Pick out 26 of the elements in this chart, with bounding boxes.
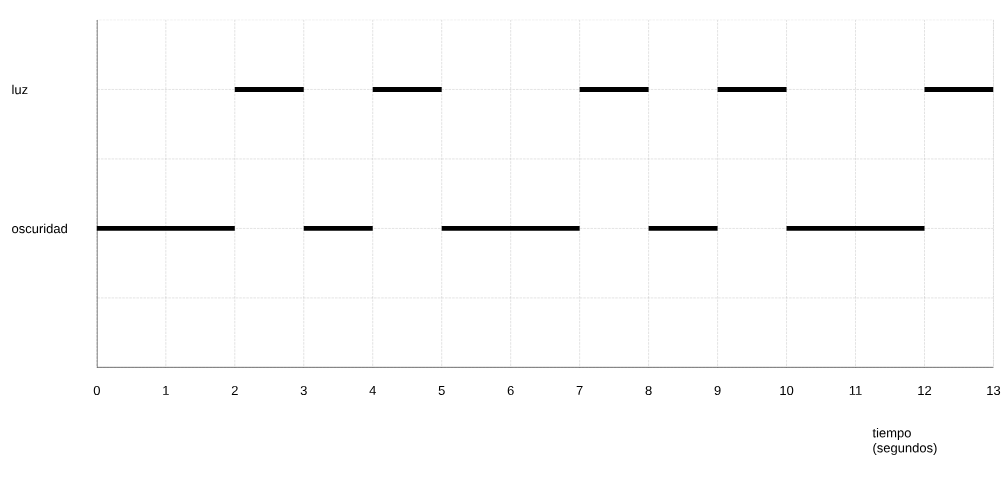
y-tick-label: oscuridad <box>12 223 67 234</box>
x-tick-label: 10 <box>780 385 794 396</box>
x-tick-label: 6 <box>507 385 514 396</box>
x-axis-title: tiempo (segundos) <box>872 427 937 455</box>
x-tick-label: 1 <box>163 385 169 395</box>
bar <box>372 86 442 92</box>
bar <box>786 225 925 231</box>
x-tick-label: 13 <box>987 385 1001 396</box>
bar <box>648 225 718 231</box>
x-tick-label: 3 <box>300 385 307 396</box>
bar <box>303 225 373 231</box>
y-tick-label: luz <box>12 84 28 95</box>
x-tick-label: 7 <box>576 385 583 395</box>
x-tick-label: 5 <box>438 385 445 395</box>
x-tick-label: 12 <box>918 385 932 395</box>
bar <box>579 86 649 92</box>
x-tick-label: 2 <box>231 385 238 395</box>
x-tick-label: 4 <box>369 385 376 395</box>
x-tick-label: 9 <box>714 385 721 396</box>
x-tick-label: 8 <box>645 385 652 396</box>
bar <box>717 86 787 92</box>
bar <box>924 86 994 92</box>
x-tick-label: 11 <box>849 385 862 395</box>
x-tick-label: 0 <box>93 385 100 396</box>
bar <box>234 86 304 92</box>
bar <box>441 225 580 231</box>
